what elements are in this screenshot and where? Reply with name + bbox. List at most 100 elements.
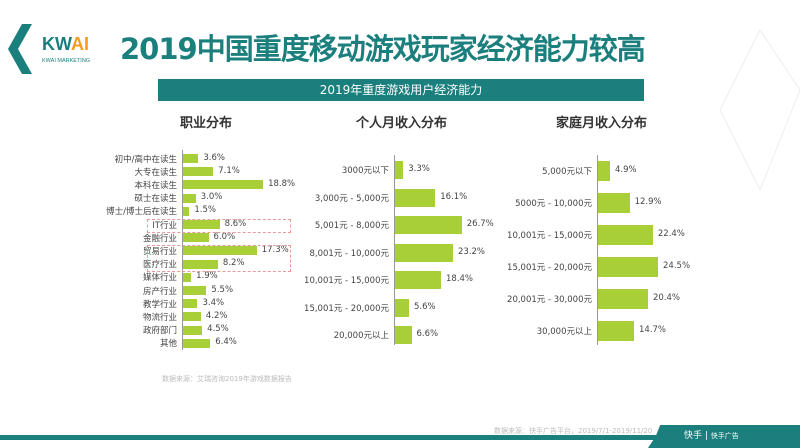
page-title: 2019中国重度移动游戏玩家经济能力较高 bbox=[120, 32, 646, 66]
value-label: 4.2% bbox=[205, 310, 228, 321]
category-label: 贸易行业 bbox=[142, 246, 177, 257]
bar bbox=[183, 299, 198, 309]
category-label: 媒体行业 bbox=[142, 273, 177, 284]
chart-title-personal-income: 个人月收入分布 bbox=[356, 116, 448, 131]
chart-axis bbox=[597, 155, 598, 345]
chart-axis bbox=[182, 150, 183, 350]
bar bbox=[183, 193, 196, 203]
highlight-box-it bbox=[147, 219, 291, 233]
category-label: 10,001元 - 15,000元 bbox=[507, 231, 592, 241]
value-label: 14.7% bbox=[639, 325, 667, 335]
footer-brand-name: 快手 bbox=[684, 431, 703, 441]
value-label: 17.3% bbox=[261, 244, 289, 255]
category-label: 3000元以下 bbox=[341, 166, 389, 176]
category-label: 房产行业 bbox=[142, 286, 177, 297]
value-label: 1.9% bbox=[196, 271, 218, 282]
section-banner: 2019年重度游戏用户经济能力 bbox=[158, 79, 644, 101]
svg-text:KWAI MARKETING: KWAI MARKETING bbox=[42, 58, 90, 64]
bar bbox=[395, 243, 453, 262]
value-label: 4.9% bbox=[615, 165, 637, 175]
bar bbox=[395, 188, 436, 207]
bar bbox=[183, 167, 214, 177]
value-label: 6.4% bbox=[215, 337, 237, 348]
category-label: 物流行业 bbox=[142, 312, 177, 323]
bar bbox=[183, 325, 203, 335]
value-label: 23.2% bbox=[458, 246, 486, 257]
decorative-diamond bbox=[719, 30, 800, 190]
category-label: 大专在读生 bbox=[134, 167, 177, 178]
bar bbox=[183, 180, 264, 190]
source-note-right: 数据来源：快手广告平台，2019/7/1-2019/11/20 bbox=[494, 427, 653, 435]
kwai-logo: KWAI KWAI MARKETING bbox=[8, 24, 90, 74]
category-label: 金融行业 bbox=[142, 233, 177, 244]
svg-text:KWAI: KWAI bbox=[42, 34, 89, 54]
category-label: 其他 bbox=[159, 339, 177, 350]
category-label: 5,001元 - 8,000元 bbox=[314, 221, 389, 231]
bar bbox=[183, 220, 220, 229]
category-label: 政府部门 bbox=[142, 326, 177, 337]
category-label: 8,001元 - 10,000元 bbox=[309, 248, 389, 259]
category-label: 15,001元 - 20,000元 bbox=[507, 263, 592, 273]
value-label: 8.2% bbox=[222, 258, 245, 269]
category-label: IT行业 bbox=[152, 220, 177, 231]
category-label: 博士/博士后在读生 bbox=[106, 207, 177, 218]
value-label: 5.6% bbox=[414, 301, 436, 312]
category-label: 硕士在读生 bbox=[134, 194, 177, 205]
value-label: 4.5% bbox=[207, 324, 229, 335]
category-label: 5000元 - 10,000元 bbox=[515, 199, 592, 209]
value-label: 1.5% bbox=[194, 205, 216, 216]
highlight-box-trade-medical bbox=[147, 245, 291, 272]
value-label: 12.9% bbox=[634, 197, 662, 207]
value-label: 26.7% bbox=[466, 219, 494, 229]
value-label: 3.6% bbox=[203, 152, 225, 163]
value-label: 18.4% bbox=[446, 274, 474, 284]
bar bbox=[598, 321, 634, 341]
category-label: 教学行业 bbox=[142, 299, 177, 310]
category-label: 医疗行业 bbox=[142, 260, 177, 271]
bar bbox=[395, 271, 441, 289]
value-label: 16.1% bbox=[440, 191, 468, 202]
value-label: 3.3% bbox=[408, 164, 430, 174]
value-label: 8.6% bbox=[224, 218, 247, 229]
value-label: 3.0% bbox=[200, 192, 223, 203]
value-label: 22.4% bbox=[657, 229, 685, 239]
bar bbox=[183, 154, 199, 163]
value-label: 7.1% bbox=[218, 165, 240, 176]
bar bbox=[183, 246, 257, 256]
bar bbox=[598, 289, 648, 309]
chart-axis bbox=[394, 155, 395, 345]
footer-brand: 快手 | 快手广告 bbox=[648, 425, 800, 448]
bar bbox=[395, 161, 404, 179]
chart-title-family-income: 家庭月收入分布 bbox=[556, 116, 648, 131]
bar bbox=[183, 338, 211, 348]
value-label: 24.5% bbox=[663, 261, 691, 271]
bottom-line bbox=[0, 435, 660, 440]
bar bbox=[598, 161, 610, 181]
category-label: 20,000元以上 bbox=[333, 331, 389, 341]
value-label: 6.0% bbox=[213, 231, 236, 242]
bar bbox=[183, 312, 201, 322]
value-label: 5.5% bbox=[211, 284, 234, 295]
category-label: 20,001元 - 30,000元 bbox=[507, 295, 592, 305]
category-label: 15,001元 - 20,000元 bbox=[304, 303, 389, 314]
category-label: 本科在读生 bbox=[134, 180, 177, 191]
value-label: 20.4% bbox=[652, 293, 680, 303]
chart-title-occupation: 职业分布 bbox=[180, 116, 233, 131]
category-label: 30,000元以上 bbox=[536, 327, 592, 337]
bar bbox=[598, 225, 653, 245]
bar bbox=[395, 298, 409, 317]
category-label: 初中/高中在读生 bbox=[114, 154, 177, 165]
bar bbox=[183, 233, 209, 243]
category-label: 5,000元以下 bbox=[542, 167, 592, 177]
bar bbox=[598, 257, 659, 277]
value-label: 18.8% bbox=[268, 178, 296, 189]
category-label: 3,000元 - 5,000元 bbox=[314, 193, 389, 204]
value-label: 6.6% bbox=[416, 329, 439, 339]
bar bbox=[395, 326, 412, 344]
bar bbox=[598, 193, 630, 213]
footer-brand-ads: 快手广告 bbox=[710, 432, 739, 440]
category-label: 10,001元 - 15,000元 bbox=[304, 276, 389, 286]
bar bbox=[395, 216, 462, 234]
bar bbox=[183, 206, 190, 216]
bar bbox=[183, 286, 207, 295]
